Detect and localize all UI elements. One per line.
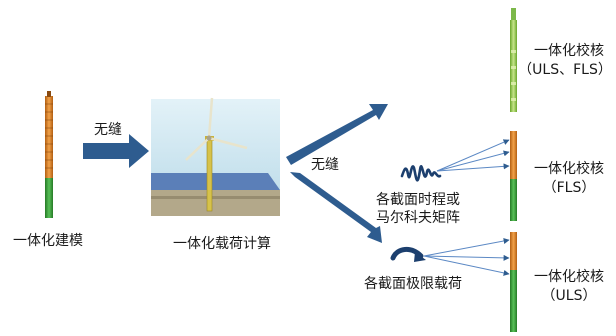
- arrow-3: [290, 172, 382, 243]
- check-top-title: 一体化校核: [534, 43, 604, 59]
- check-bottom-source-label: 各截面极限载荷: [364, 276, 462, 292]
- center-turbine-panel: [151, 97, 280, 216]
- arrow-2: [286, 104, 388, 165]
- check-top-tower: [510, 8, 517, 112]
- check-mid-tower: [510, 131, 517, 221]
- arrow-1-label: 无缝: [94, 122, 122, 138]
- left-model-caption: 一体化建模: [13, 233, 83, 249]
- center-panel-caption: 一体化载荷计算: [173, 236, 271, 252]
- check-bottom-title: 一体化校核: [534, 269, 604, 285]
- time-history-wave-icon: [400, 165, 442, 182]
- arrow-2-label: 无缝: [311, 157, 339, 173]
- check-mid-source-line2: 马尔科夫矩阵: [376, 210, 460, 226]
- left-tower-model: [45, 91, 53, 218]
- check-mid-source-line1: 各截面时程或: [376, 192, 460, 208]
- check-bottom-subtitle: （ULS）: [541, 288, 597, 304]
- check-mid-subtitle: （FLS）: [542, 180, 596, 196]
- ultimate-load-moment-icon: [390, 247, 426, 262]
- check-top-subtitle: （ULS、FLS）: [518, 62, 612, 78]
- check-mid-title: 一体化校核: [534, 161, 604, 177]
- arrow-1: [83, 134, 149, 168]
- bottom-fan-lines: [423, 238, 510, 276]
- check-bottom-tower: [510, 232, 517, 332]
- mid-fan-lines: [436, 139, 510, 172]
